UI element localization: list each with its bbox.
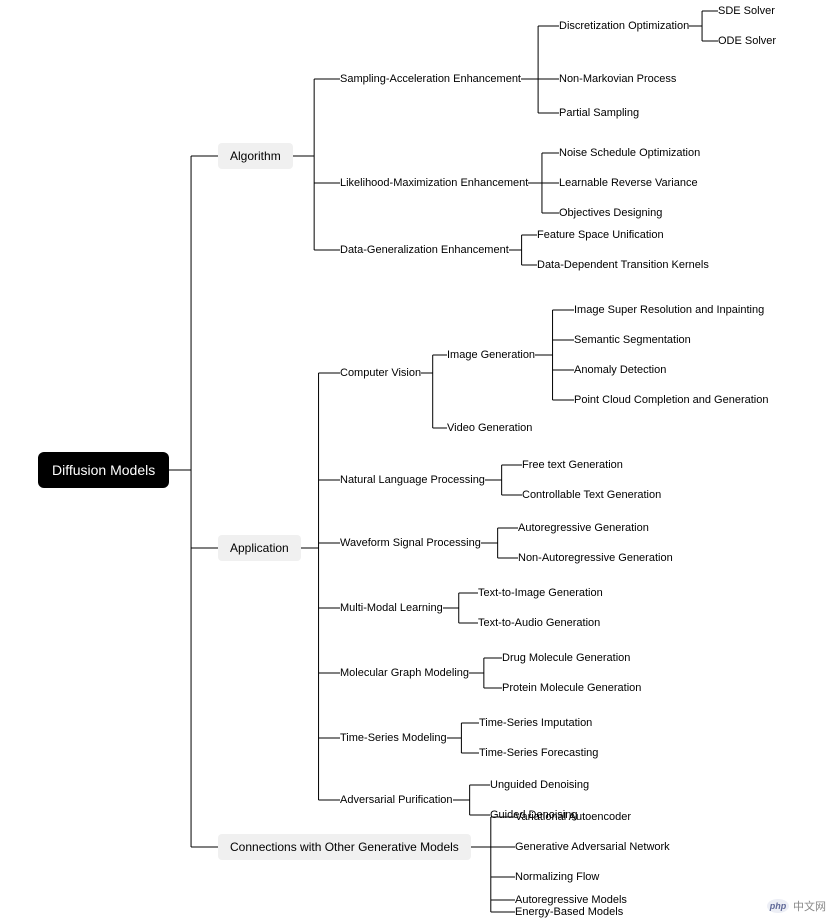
- tree-node-img: Image Generation: [447, 349, 535, 361]
- tree-node-like: Likelihood-Maximization Enhancement: [340, 177, 528, 189]
- tree-node-noise: Noise Schedule Optimization: [559, 147, 700, 159]
- tree-node-arm: Autoregressive Models: [515, 894, 627, 906]
- tree-node-mml: Multi-Modal Learning: [340, 602, 443, 614]
- tree-node-drug: Drug Molecule Generation: [502, 652, 630, 664]
- tree-node-arg: Autoregressive Generation: [518, 522, 649, 534]
- tree-node-t2a: Text-to-Audio Generation: [478, 617, 600, 629]
- tree-node-tsf: Time-Series Forecasting: [479, 747, 598, 759]
- tree-node-ebm: Energy-Based Models: [515, 906, 623, 918]
- tree-node-sseg: Semantic Segmentation: [574, 334, 691, 346]
- tree-node-fsu: Feature Space Unification: [537, 229, 664, 241]
- tree-node-ctg: Controllable Text Generation: [522, 489, 661, 501]
- tree-node-ugd: Unguided Denoising: [490, 779, 589, 791]
- tree-node-app: Application: [218, 535, 301, 561]
- tree-node-lrv: Learnable Reverse Variance: [559, 177, 698, 189]
- tree-node-objd: Objectives Designing: [559, 207, 662, 219]
- tree-node-nonm: Non-Markovian Process: [559, 73, 676, 85]
- tree-node-wsp: Waveform Signal Processing: [340, 537, 481, 549]
- tree-node-prot: Protein Molecule Generation: [502, 682, 641, 694]
- tree-node-disc: Discretization Optimization: [559, 20, 689, 32]
- tree-node-nf: Normalizing Flow: [515, 871, 599, 883]
- tree-node-t2i: Text-to-Image Generation: [478, 587, 603, 599]
- tree-node-gan: Generative Adversarial Network: [515, 841, 670, 853]
- tree-node-samp: Sampling-Acceleration Enhancement: [340, 73, 521, 85]
- tree-node-alg: Algorithm: [218, 143, 293, 169]
- watermark-text: 中文网: [793, 898, 826, 914]
- tree-node-mgm: Molecular Graph Modeling: [340, 667, 469, 679]
- tree-node-adp: Adversarial Purification: [340, 794, 453, 806]
- tree-node-anom: Anomaly Detection: [574, 364, 666, 376]
- tree-node-sde: SDE Solver: [718, 5, 775, 17]
- tree-node-ddtk: Data-Dependent Transition Kernels: [537, 259, 709, 271]
- tree-node-ode: ODE Solver: [718, 35, 776, 47]
- tree-node-vae: Variational Autoencoder: [515, 811, 631, 823]
- php-logo-icon: php: [767, 899, 789, 913]
- tree-node-parts: Partial Sampling: [559, 107, 639, 119]
- watermark: php 中文网: [767, 898, 826, 914]
- tree-node-isr: Image Super Resolution and Inpainting: [574, 304, 764, 316]
- tree-node-tsi: Time-Series Imputation: [479, 717, 592, 729]
- tree-node-ftg: Free text Generation: [522, 459, 623, 471]
- tree-node-tsm: Time-Series Modeling: [340, 732, 447, 744]
- tree-node-vid: Video Generation: [447, 422, 532, 434]
- tree-node-conn: Connections with Other Generative Models: [218, 834, 471, 860]
- tree-node-nlp: Natural Language Processing: [340, 474, 485, 486]
- tree-node-cv: Computer Vision: [340, 367, 421, 379]
- tree-node-datag: Data-Generalization Enhancement: [340, 244, 509, 256]
- tree-node-narg: Non-Autoregressive Generation: [518, 552, 673, 564]
- tree-node-pcc: Point Cloud Completion and Generation: [574, 394, 768, 406]
- tree-node-root: Diffusion Models: [38, 452, 169, 488]
